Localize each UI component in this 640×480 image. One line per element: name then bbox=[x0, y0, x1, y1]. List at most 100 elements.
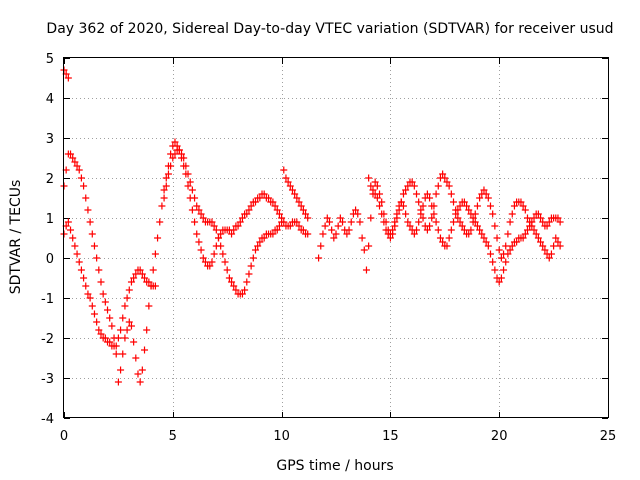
data-point bbox=[541, 246, 549, 254]
data-point bbox=[552, 234, 560, 242]
data-point bbox=[214, 234, 222, 242]
data-point bbox=[373, 182, 381, 190]
data-point bbox=[434, 226, 442, 234]
data-point bbox=[367, 182, 375, 190]
data-point bbox=[443, 242, 451, 250]
data-point bbox=[71, 242, 79, 250]
data-point bbox=[445, 182, 453, 190]
data-point bbox=[238, 290, 246, 298]
data-point bbox=[328, 226, 336, 234]
data-point bbox=[423, 190, 431, 198]
data-point bbox=[201, 258, 209, 266]
data-point bbox=[132, 270, 140, 278]
data-point bbox=[358, 234, 366, 242]
data-point bbox=[445, 234, 453, 242]
data-point bbox=[171, 150, 179, 158]
data-point bbox=[476, 194, 484, 202]
data-point bbox=[491, 266, 499, 274]
data-point bbox=[84, 206, 92, 214]
y-tick-label: 0 bbox=[46, 252, 54, 267]
data-point bbox=[178, 150, 186, 158]
data-point bbox=[64, 218, 72, 226]
data-point bbox=[67, 226, 75, 234]
data-point bbox=[506, 218, 514, 226]
data-point bbox=[450, 198, 458, 206]
data-point bbox=[521, 230, 529, 238]
data-point bbox=[247, 202, 255, 210]
data-point bbox=[456, 202, 464, 210]
data-point bbox=[336, 214, 344, 222]
data-point bbox=[430, 202, 438, 210]
data-point bbox=[508, 242, 516, 250]
data-point bbox=[519, 202, 527, 210]
data-point bbox=[378, 198, 386, 206]
data-point bbox=[125, 286, 133, 294]
data-point bbox=[199, 214, 207, 222]
data-point bbox=[534, 210, 542, 218]
data-point bbox=[90, 310, 98, 318]
data-point bbox=[476, 226, 484, 234]
data-point bbox=[391, 222, 399, 230]
x-tick-label: 0 bbox=[60, 429, 68, 444]
grid-lines bbox=[64, 58, 608, 418]
data-point bbox=[127, 278, 135, 286]
data-point bbox=[269, 198, 277, 206]
data-point bbox=[101, 298, 109, 306]
data-point bbox=[343, 230, 351, 238]
data-point bbox=[484, 242, 492, 250]
data-point bbox=[393, 214, 401, 222]
data-point bbox=[380, 218, 388, 226]
data-point bbox=[502, 258, 510, 266]
data-point bbox=[465, 206, 473, 214]
data-point bbox=[69, 154, 77, 162]
data-point bbox=[389, 230, 397, 238]
data-point bbox=[506, 246, 514, 254]
data-point bbox=[537, 214, 545, 222]
data-point bbox=[330, 234, 338, 242]
series-track-a bbox=[60, 66, 159, 350]
data-point bbox=[141, 346, 149, 354]
x-tick-label: 10 bbox=[273, 429, 290, 444]
data-point bbox=[82, 282, 90, 290]
tick-labels: 0 5 10 15 20 25 -4 -3 -2 -1 0 1 2 3 4 5 bbox=[41, 52, 616, 444]
data-point bbox=[317, 242, 325, 250]
data-point bbox=[145, 278, 153, 286]
data-point bbox=[441, 174, 449, 182]
data-point bbox=[112, 342, 120, 350]
data-point bbox=[473, 202, 481, 210]
data-point bbox=[376, 202, 384, 210]
data-point bbox=[167, 162, 175, 170]
data-point bbox=[119, 350, 127, 358]
data-point bbox=[452, 206, 460, 214]
data-point bbox=[369, 186, 377, 194]
data-point bbox=[404, 182, 412, 190]
data-point bbox=[191, 194, 199, 202]
data-point bbox=[230, 282, 238, 290]
data-point bbox=[417, 206, 425, 214]
data-point bbox=[291, 190, 299, 198]
data-point bbox=[275, 222, 283, 230]
data-point bbox=[304, 214, 312, 222]
data-point bbox=[545, 218, 553, 226]
data-point bbox=[136, 378, 144, 386]
data-point bbox=[510, 202, 518, 210]
data-point bbox=[460, 226, 468, 234]
data-point bbox=[410, 230, 418, 238]
data-point bbox=[404, 218, 412, 226]
data-point bbox=[260, 234, 268, 242]
data-point bbox=[114, 378, 122, 386]
data-point bbox=[193, 230, 201, 238]
data-point bbox=[119, 314, 127, 322]
data-point bbox=[86, 294, 94, 302]
x-tick-label: 15 bbox=[382, 429, 399, 444]
data-point bbox=[447, 190, 455, 198]
data-point bbox=[282, 174, 290, 182]
data-point bbox=[295, 198, 303, 206]
data-point bbox=[95, 326, 103, 334]
data-point bbox=[491, 222, 499, 230]
data-point bbox=[188, 206, 196, 214]
y-tick-label: -1 bbox=[41, 292, 54, 307]
data-point bbox=[273, 226, 281, 234]
data-point bbox=[117, 366, 125, 374]
y-tick-label: 4 bbox=[46, 92, 54, 107]
